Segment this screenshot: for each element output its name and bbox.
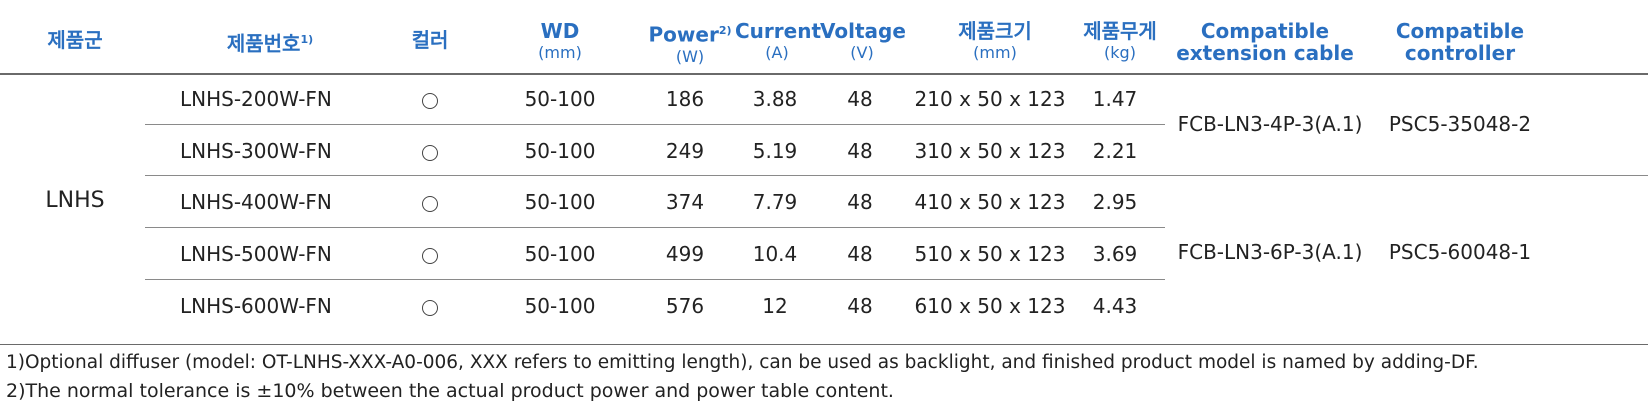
cell-current: 10.4 xyxy=(752,242,798,266)
footnote-1: 1)Optional diffuser (model: OT-LNHS-XXX-… xyxy=(6,352,1479,373)
table-header: 제품군 제품번호1) 컬러 WD (mm) Power2) (W) Current(… xyxy=(0,12,1648,74)
cell-size: 310 x 50 x 123 xyxy=(914,139,1066,163)
cell-color xyxy=(420,279,440,333)
cell-wd: 50-100 xyxy=(524,294,596,318)
header-group: 제품군 xyxy=(47,28,103,52)
cell-model: LNHS-600W-FN xyxy=(180,294,332,318)
cell-wd: 50-100 xyxy=(524,87,596,111)
cable-cell-2: FCB-LN3-6P-3(A.1) xyxy=(1177,240,1363,264)
cell-model: LNHS-500W-FN xyxy=(180,242,332,266)
cell-size: 210 x 50 x 123 xyxy=(914,87,1066,111)
header-wd: WD (mm) xyxy=(538,19,582,62)
cell-wd: 50-100 xyxy=(524,139,596,163)
cell-size: 610 x 50 x 123 xyxy=(914,294,1066,318)
cell-voltage: 48 xyxy=(847,294,873,318)
table-bottom-rule xyxy=(0,344,1648,345)
cell-model: LNHS-400W-FN xyxy=(180,190,332,214)
header-model: 제품번호1) xyxy=(226,31,314,56)
cell-current: 5.19 xyxy=(752,139,798,163)
cell-weight: 2.95 xyxy=(1092,190,1138,214)
cell-voltage: 48 xyxy=(847,87,873,111)
cell-power: 499 xyxy=(665,242,705,266)
circle-icon xyxy=(422,247,438,264)
header-cable: Compatible extension cable xyxy=(1176,19,1354,65)
cell-weight: 1.47 xyxy=(1092,87,1138,111)
cell-power: 249 xyxy=(665,139,705,163)
row-divider xyxy=(145,227,1165,228)
cell-power: 576 xyxy=(665,294,705,318)
header-controller: Compatible controller xyxy=(1395,19,1525,65)
cell-current: 12 xyxy=(762,294,788,318)
header-power: Power2) (W) xyxy=(648,22,732,66)
header-weight: 제품무게 (kg) xyxy=(1083,19,1157,62)
cell-color xyxy=(420,227,440,281)
circle-icon xyxy=(422,299,438,316)
cell-voltage: 48 xyxy=(847,190,873,214)
header-color: 컬러 xyxy=(411,28,449,52)
cell-voltage: 48 xyxy=(847,139,873,163)
cell-weight: 2.21 xyxy=(1092,139,1138,163)
cell-wd: 50-100 xyxy=(524,242,596,266)
cell-current: 3.88 xyxy=(752,87,798,111)
row-divider xyxy=(145,175,1648,176)
table-row: LNHS-400W-FN 50-100 374 7.79 48 410 x 50… xyxy=(150,175,1648,229)
cell-power: 186 xyxy=(665,87,705,111)
cell-color xyxy=(420,124,440,178)
cell-model: LNHS-300W-FN xyxy=(180,139,332,163)
header-voltage: Voltage (V) xyxy=(820,19,906,62)
circle-icon xyxy=(422,92,438,109)
cell-weight: 4.43 xyxy=(1092,294,1138,318)
table-row: LNHS-600W-FN 50-100 576 12 48 610 x 50 x… xyxy=(150,279,1648,333)
table-row: LNHS-300W-FN 50-100 249 5.19 48 310 x 50… xyxy=(150,124,1648,178)
cell-size: 410 x 50 x 123 xyxy=(914,190,1066,214)
row-divider xyxy=(145,124,1165,125)
cable-cell-1: FCB-LN3-4P-3(A.1) xyxy=(1177,112,1363,136)
cell-wd: 50-100 xyxy=(524,190,596,214)
table-row: LNHS-500W-FN 50-100 499 10.4 48 510 x 50… xyxy=(150,227,1648,281)
footnote-2: 2)The normal tolerance is ±10% between t… xyxy=(6,380,894,402)
cell-power: 374 xyxy=(665,190,705,214)
circle-icon xyxy=(422,144,438,161)
cell-current: 7.79 xyxy=(752,190,798,214)
header-current: Current (A) xyxy=(735,19,822,62)
header-size: 제품크기 (mm) xyxy=(958,19,1032,62)
cell-color xyxy=(420,72,440,126)
controller-cell-2: PSC5-60048-1 xyxy=(1388,240,1532,264)
cell-size: 510 x 50 x 123 xyxy=(914,242,1066,266)
table-row: LNHS-200W-FN 50-100 186 3.88 48 210 x 50… xyxy=(150,72,1648,126)
cell-voltage: 48 xyxy=(847,242,873,266)
controller-cell-1: PSC5-35048-2 xyxy=(1388,112,1532,136)
group-cell: LNHS xyxy=(45,188,105,213)
cell-weight: 3.69 xyxy=(1092,242,1138,266)
header-rule xyxy=(0,73,1648,75)
cell-color xyxy=(420,175,440,229)
row-divider xyxy=(145,279,1165,280)
cell-model: LNHS-200W-FN xyxy=(180,87,332,111)
circle-icon xyxy=(422,195,438,212)
